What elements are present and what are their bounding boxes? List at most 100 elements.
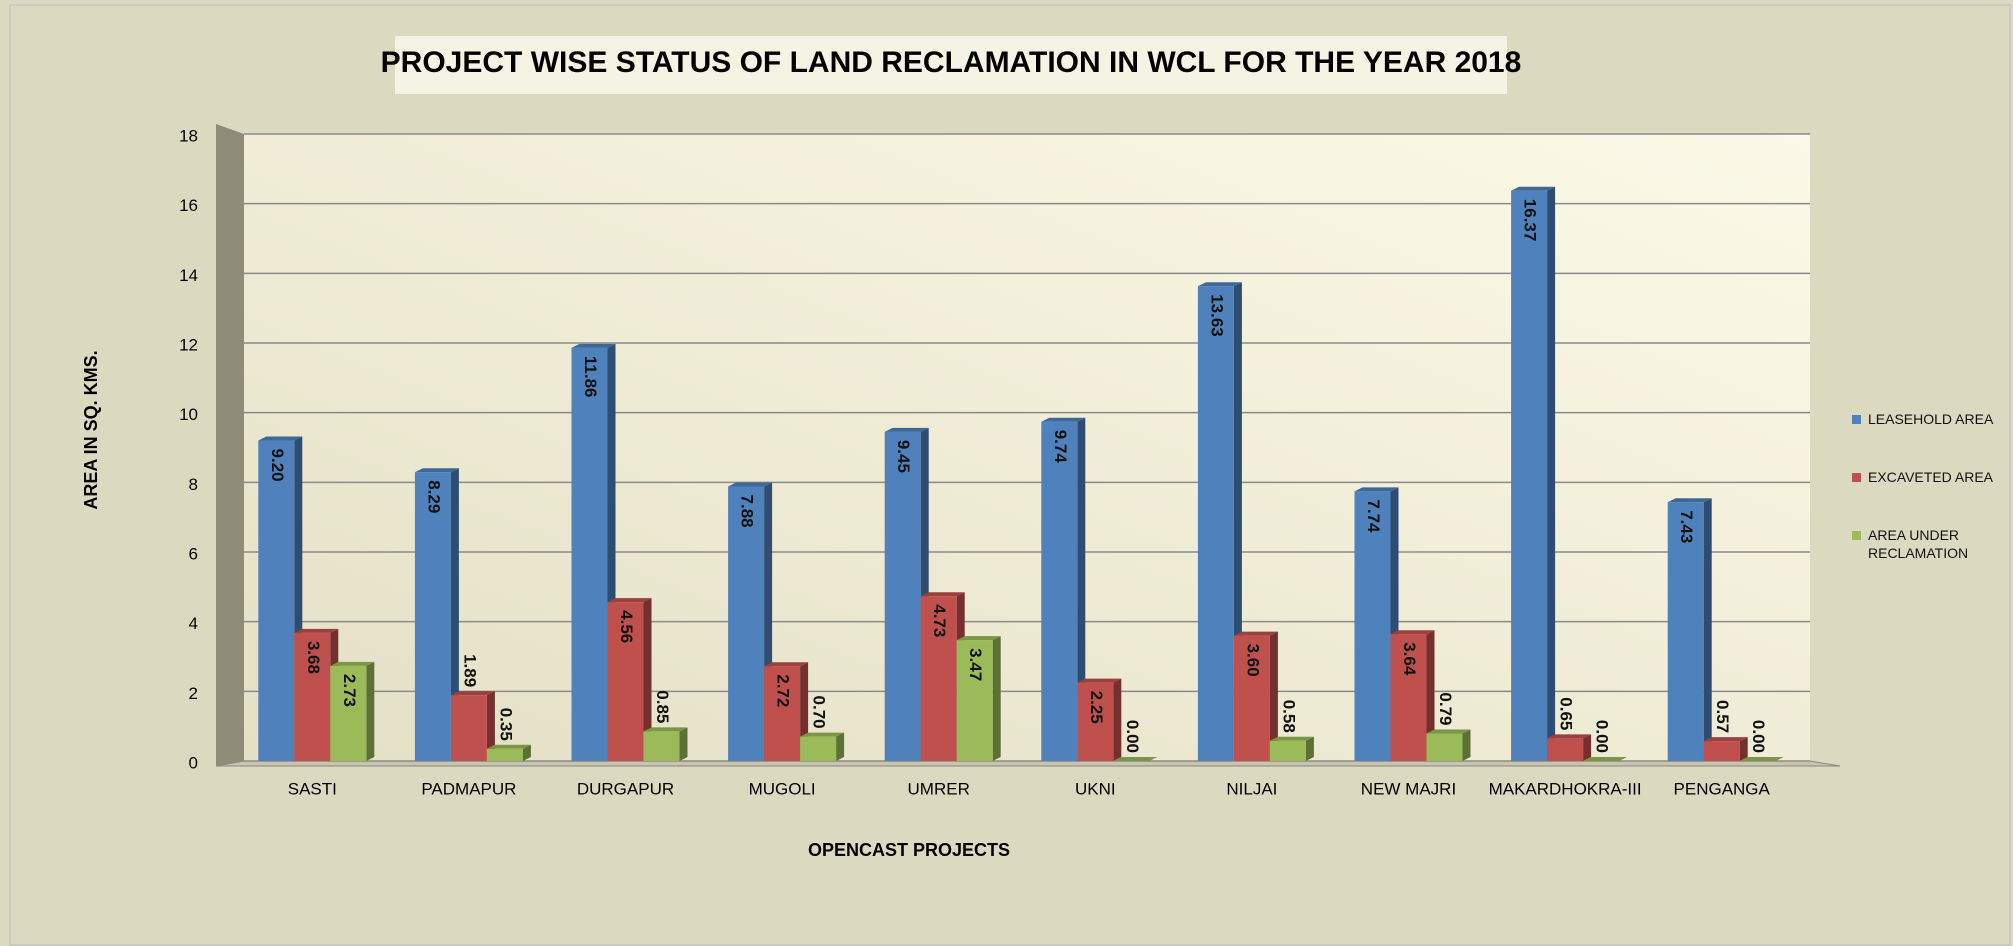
legend-label: EXCAVETED AREA	[1868, 469, 1994, 485]
bar	[1041, 421, 1078, 761]
data-label: 13.63	[1207, 294, 1226, 337]
bar-top	[330, 661, 375, 666]
data-label: 0.57	[1713, 700, 1732, 733]
data-label: 2.72	[774, 674, 793, 707]
bar	[1077, 682, 1114, 761]
bar-side	[1426, 630, 1435, 761]
y-axis-title: AREA IN SQ. KMS.	[81, 350, 101, 509]
title-box	[395, 36, 1507, 94]
bar	[956, 640, 993, 761]
legend-item: EXCAVETED AREA	[1852, 468, 2002, 486]
bar-top	[1233, 631, 1278, 636]
x-tick-label: UMRER	[908, 779, 970, 798]
bar-side	[679, 727, 688, 761]
bar-top	[728, 482, 773, 487]
bar-top	[258, 436, 303, 441]
bar-top	[450, 691, 495, 696]
data-label: 0.85	[653, 690, 672, 723]
bar	[1269, 740, 1306, 761]
data-label: 2.25	[1087, 691, 1106, 724]
legend-swatch	[1852, 473, 1861, 482]
data-label: 0.65	[1557, 697, 1576, 730]
bar-top	[956, 636, 1001, 641]
x-tick-label: NEW MAJRI	[1361, 779, 1456, 798]
data-label: 0.00	[1593, 720, 1612, 753]
x-axis-title: OPENCAST PROJECTS	[808, 840, 1010, 860]
bar-side	[1462, 729, 1471, 761]
data-label: 0.00	[1749, 720, 1768, 753]
y-tick-label: 6	[189, 544, 198, 563]
bar	[450, 695, 487, 761]
bar-top	[643, 727, 688, 732]
bar-top	[294, 628, 339, 633]
data-label: 9.74	[1051, 430, 1070, 464]
bar-top	[800, 732, 845, 737]
data-label: 2.73	[340, 674, 359, 707]
data-label: 7.74	[1364, 499, 1383, 533]
data-label: 3.68	[304, 641, 323, 674]
bar-top	[884, 427, 929, 432]
bar-top	[571, 343, 616, 348]
data-label: 0.70	[810, 696, 829, 729]
bar	[884, 431, 921, 761]
bar	[330, 665, 367, 761]
bar-side	[522, 744, 531, 761]
bar-side	[1113, 678, 1122, 761]
bar-top	[486, 744, 531, 749]
data-label: 16.37	[1521, 199, 1540, 242]
bar-top	[1667, 498, 1712, 503]
bar-side	[836, 732, 845, 761]
bar-top	[1426, 729, 1471, 734]
y-tick-label: 10	[179, 405, 198, 424]
data-label: 4.56	[617, 610, 636, 643]
bar-top	[920, 592, 965, 597]
data-label: 3.60	[1243, 644, 1262, 677]
bar-side	[486, 691, 495, 761]
data-label: 0.00	[1123, 720, 1142, 753]
bar-side	[1703, 498, 1712, 761]
bar	[1547, 738, 1584, 761]
y-tick-label: 12	[179, 335, 198, 354]
bar	[1703, 741, 1740, 761]
y-tick-label: 8	[189, 475, 198, 494]
bar-top	[1739, 757, 1784, 761]
legend-label: LEASEHOLD AREA	[1868, 411, 1994, 427]
data-label: 9.45	[894, 440, 913, 473]
bar-top	[1041, 417, 1086, 422]
bar	[607, 602, 644, 761]
legend-item: LEASEHOLD AREA	[1852, 410, 2002, 428]
y-tick-label: 16	[179, 196, 198, 215]
bar-top	[1390, 630, 1435, 635]
bar	[1426, 733, 1463, 761]
bar	[764, 666, 801, 761]
y-tick-label: 2	[189, 684, 198, 703]
bar-side	[366, 661, 375, 761]
x-tick-label: PENGANGA	[1674, 779, 1771, 798]
bar-side	[643, 598, 652, 761]
bar	[643, 731, 680, 761]
data-label: 3.64	[1400, 642, 1419, 676]
chart-title: PROJECT WISE STATUS OF LAND RECLAMATION …	[381, 46, 1522, 79]
bar	[1197, 286, 1234, 761]
data-label: 7.88	[738, 495, 757, 528]
bar-top	[1547, 734, 1592, 739]
y-tick-label: 18	[179, 126, 198, 145]
data-label: 0.79	[1436, 692, 1455, 725]
legend-item: AREA UNDER RECLAMATION	[1852, 526, 2002, 562]
bar	[1354, 491, 1391, 761]
x-tick-label: DURGAPUR	[577, 779, 674, 798]
legend-swatch	[1852, 415, 1861, 424]
y-tick-label: 14	[179, 266, 198, 285]
bar-side	[450, 468, 459, 761]
bar-top	[764, 662, 809, 667]
bar-top	[1511, 186, 1556, 191]
legend-swatch	[1852, 531, 1861, 540]
x-tick-label: SASTI	[288, 779, 337, 798]
x-tick-label: NILJAI	[1226, 779, 1277, 798]
bar	[258, 440, 295, 761]
bar-side	[1739, 737, 1748, 761]
x-tick-label: UKNI	[1075, 779, 1116, 798]
bar-top	[1703, 737, 1748, 742]
bar-top	[414, 468, 459, 473]
